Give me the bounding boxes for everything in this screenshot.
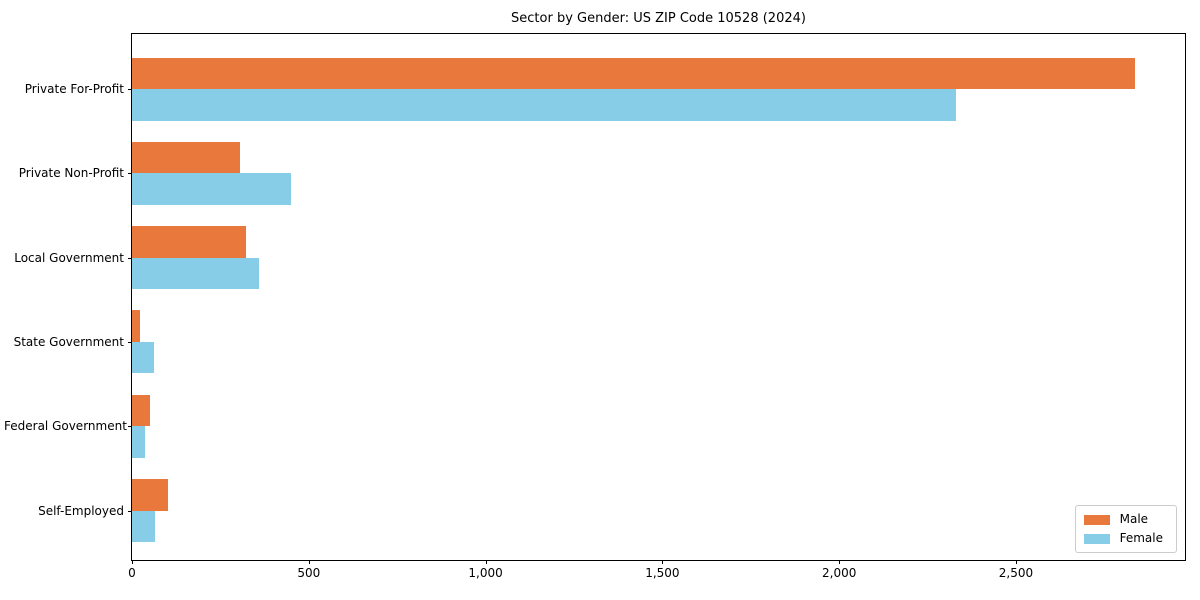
- bar-male-state-government: [132, 310, 141, 342]
- bar-female-private-non-profit: [132, 173, 292, 205]
- x-axis-tick-2-000: [839, 560, 841, 564]
- bar-male-private-for-profit: [132, 57, 1135, 89]
- y-axis-label-private-for-profit: Private For-Profit: [24, 82, 124, 96]
- y-axis-tick-federal-government: [128, 426, 132, 428]
- legend-label-female: Female: [1119, 531, 1163, 545]
- x-axis-tick-2-500: [1015, 560, 1017, 564]
- bar-female-private-for-profit: [132, 89, 956, 121]
- legend-label-male: Male: [1119, 512, 1149, 526]
- bar-male-local-government: [132, 226, 247, 258]
- x-axis-tick-label-0: 0: [128, 566, 136, 580]
- bar-female-federal-government: [132, 426, 146, 458]
- y-axis-tick-local-government: [128, 257, 132, 259]
- bar-female-local-government: [132, 257, 259, 290]
- x-axis-tick-1-000: [485, 560, 487, 564]
- chart-title: Sector by Gender: US ZIP Code 10528 (202…: [511, 11, 806, 26]
- x-axis-tick-label-1-000: 1,000: [468, 566, 503, 580]
- bar-male-federal-government: [132, 394, 150, 427]
- x-axis-tick-1-500: [662, 560, 664, 564]
- y-axis-label-state-government: State Government: [13, 334, 124, 349]
- legend-swatch-female: [1083, 533, 1110, 544]
- x-axis-tick-label-2-000: 2,000: [821, 566, 857, 580]
- x-axis-tick-label-2-500: 2,500: [998, 566, 1034, 580]
- bar-male-private-non-profit: [132, 141, 241, 174]
- y-axis-tick-self-employed: [128, 510, 132, 512]
- legend-swatch-male: [1083, 514, 1110, 525]
- x-axis-tick-label-500: 500: [297, 566, 321, 580]
- y-axis-label-federal-government: Federal Government: [4, 419, 127, 434]
- y-axis-tick-private-for-profit: [128, 89, 132, 90]
- x-axis-tick-500: [308, 560, 310, 564]
- legend: Male Female: [1074, 505, 1177, 553]
- bar-male-self-employed: [132, 479, 169, 511]
- y-axis-label-private-non-profit: Private Non-Profit: [18, 166, 124, 181]
- x-axis-tick-label-1-500: 1,500: [645, 566, 680, 580]
- plot-area: Male Female Private For-Profit Private No…: [4, 33, 1186, 580]
- x-axis-tick-0: [132, 560, 133, 564]
- y-axis-label-self-employed: Self-Employed: [38, 503, 124, 518]
- y-axis-label-local-government: Local Government: [14, 250, 124, 265]
- y-axis-tick-private-non-profit: [128, 173, 132, 175]
- legend-item-female: Female: [1083, 531, 1163, 545]
- y-axis-tick-state-government: [128, 341, 132, 343]
- bar-female-state-government: [132, 341, 154, 374]
- legend-item-male: Male: [1083, 512, 1163, 526]
- bar-female-self-employed: [132, 510, 155, 542]
